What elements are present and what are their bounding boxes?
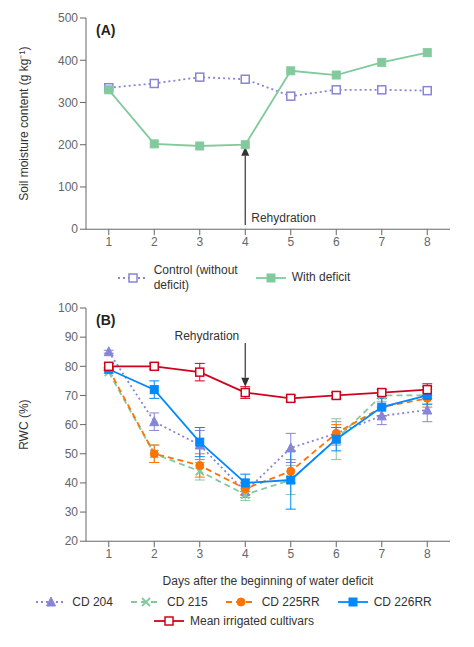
svg-text:100: 100	[58, 301, 78, 315]
html-text:Mean irrigated cultivars: Mean irrigated cultivars	[190, 613, 314, 628]
svg-text:100: 100	[58, 180, 78, 194]
svg-text:Rehydration: Rehydration	[175, 329, 240, 343]
html-text:(B): (B)	[96, 312, 116, 328]
svg-text:3: 3	[196, 547, 203, 561]
svg-text:5: 5	[287, 235, 294, 249]
svg-text:1: 1	[105, 547, 112, 561]
svg-text:8: 8	[424, 235, 431, 249]
svg-text:Days after the beginning of wa: Days after the beginning of water defici…	[163, 574, 374, 588]
svg-text:80: 80	[65, 360, 79, 374]
html-text:CD 225RR: CD 225RR	[261, 595, 320, 610]
svg-text:300: 300	[58, 96, 78, 110]
svg-text:3: 3	[196, 235, 203, 249]
svg-text:Soil moisture content (g kg⁻¹): Soil moisture content (g kg⁻¹)	[17, 47, 31, 201]
svg-text:400: 400	[58, 54, 78, 68]
html-text:CD 226RR: CD 226RR	[373, 595, 432, 610]
svg-text:8: 8	[424, 547, 431, 561]
svg-text:5: 5	[287, 547, 294, 561]
svg-text:RWC (%): RWC (%)	[17, 399, 31, 449]
svg-text:2: 2	[151, 547, 158, 561]
html-text:CD 204: CD 204	[72, 595, 113, 610]
html-text:CD 215: CD 215	[167, 595, 208, 610]
svg-text:50: 50	[65, 447, 79, 461]
svg-text:6: 6	[333, 547, 340, 561]
svg-text:7: 7	[378, 547, 385, 561]
svg-text:Rehydration: Rehydration	[251, 211, 316, 225]
svg-text:2: 2	[151, 235, 158, 249]
svg-text:4: 4	[242, 235, 249, 249]
svg-text:4: 4	[242, 547, 249, 561]
svg-text:500: 500	[58, 11, 78, 25]
svg-text:0: 0	[71, 222, 78, 236]
svg-text:40: 40	[65, 476, 79, 490]
svg-text:200: 200	[58, 138, 78, 152]
svg-text:20: 20	[65, 534, 79, 548]
svg-text:70: 70	[65, 389, 79, 403]
svg-text:60: 60	[65, 418, 79, 432]
svg-text:7: 7	[378, 235, 385, 249]
html-text:With deficit: With deficit	[291, 270, 351, 285]
svg-text:90: 90	[65, 330, 79, 344]
svg-text:1: 1	[105, 235, 112, 249]
html-text:Control (without deficit): Control (without deficit)	[153, 263, 238, 292]
html-text:(A): (A)	[96, 22, 116, 38]
svg-text:6: 6	[333, 235, 340, 249]
svg-text:30: 30	[65, 505, 79, 519]
